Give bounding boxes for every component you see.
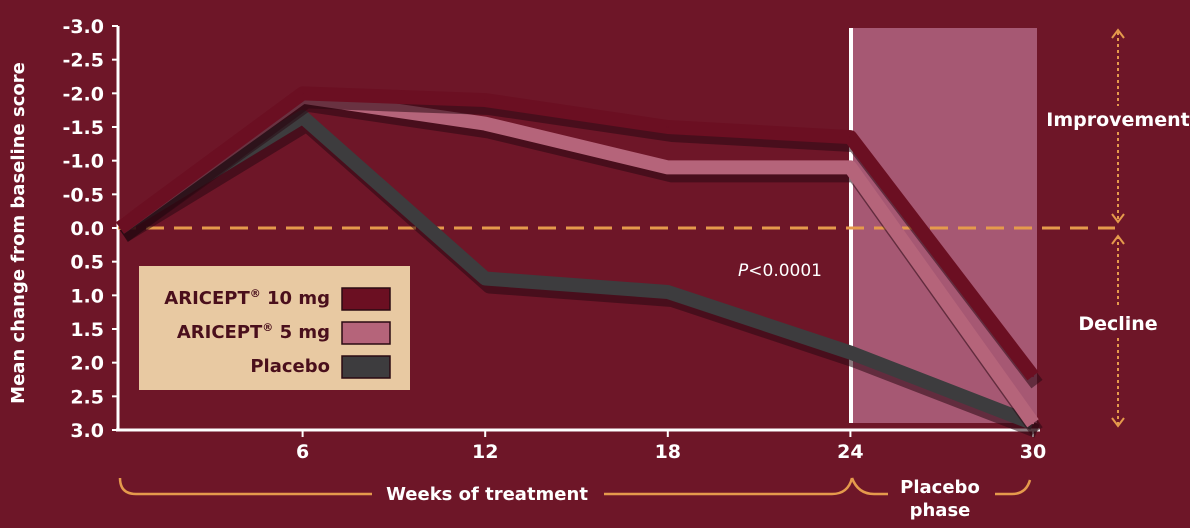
data-point [1032, 422, 1034, 425]
p-value-rest: <0.0001 [748, 261, 822, 281]
decline-arrow [1111, 234, 1125, 428]
legend-label-registered: ® [250, 287, 261, 300]
legend-label-registered: ® [262, 321, 273, 334]
y-tick-label: 3.0 [70, 420, 104, 442]
placebo-phase-label-line1: Placebo [900, 477, 980, 498]
p-value-annotation: P<0.0001 [738, 261, 822, 281]
legend-label: Placebo [250, 356, 330, 377]
y-tick-label: 0.0 [70, 218, 104, 240]
series-lines [115, 86, 1043, 438]
data-point [1032, 375, 1034, 378]
y-axis-label: Mean change from baseline score [8, 62, 29, 404]
weeks-bracket [118, 477, 854, 496]
x-tick-label: 18 [655, 441, 681, 463]
data-point [666, 166, 669, 169]
legend-label-name: ARICEPT [164, 288, 250, 309]
x-tick-label: 12 [472, 441, 498, 463]
placebo-phase-bracket [850, 477, 1032, 496]
series-line-aricept-10mg [115, 86, 1039, 381]
data-point [301, 92, 304, 95]
y-tick-label: -1.0 [62, 151, 104, 173]
y-tick-label: 1.0 [70, 285, 104, 307]
data-point [666, 126, 669, 128]
y-tick-label: 0.5 [70, 252, 104, 274]
y-tick-label: -2.5 [62, 50, 104, 72]
legend-label-name: ARICEPT [177, 322, 263, 343]
y-tick-labels: -3.0 -2.5 -2.0 -1.5 -1.0 -0.5 0.0 0.5 1.0 1.5 2.0 2… [62, 16, 118, 442]
data-point [849, 351, 852, 354]
p-value-prefix: P [738, 261, 749, 281]
y-tick-label: -2.0 [62, 83, 104, 105]
legend-label-name: Placebo [250, 356, 330, 377]
legend-label: ARICEPT® 10 mg [164, 287, 330, 309]
legend-swatch [341, 287, 391, 311]
decline-label: Decline [1078, 313, 1157, 335]
data-point [484, 99, 487, 102]
x-tick-labels: 6 12 18 24 30 [296, 430, 1046, 463]
y-tick-label: 1.5 [70, 319, 104, 341]
data-point [484, 277, 487, 280]
x-tick-label: 30 [1020, 441, 1046, 463]
legend-swatch [341, 321, 391, 345]
data-point [666, 290, 669, 293]
data-point [849, 136, 852, 139]
legend-label-dose: 5 mg [273, 322, 330, 343]
improvement-label: Improvement [1046, 109, 1189, 131]
y-tick-label: -1.5 [62, 117, 104, 139]
y-tick-label: 2.5 [70, 386, 104, 408]
data-point [484, 122, 487, 125]
y-tick-label: -0.5 [62, 184, 104, 206]
data-point [849, 166, 852, 169]
x-axis-label: Weeks of treatment [386, 484, 588, 505]
legend-label-dose: 10 mg [261, 288, 330, 309]
placebo-phase-label-line2: phase [910, 500, 971, 521]
legend-label: ARICEPT® 5 mg [177, 321, 330, 343]
y-tick-label: 2.0 [70, 353, 104, 375]
y-tick-label: -3.0 [62, 16, 104, 38]
x-tick-label: 6 [296, 441, 309, 463]
x-tick-label: 24 [837, 441, 863, 463]
data-point [119, 227, 121, 229]
legend-swatch [341, 355, 391, 379]
improvement-arrow [1111, 28, 1125, 224]
